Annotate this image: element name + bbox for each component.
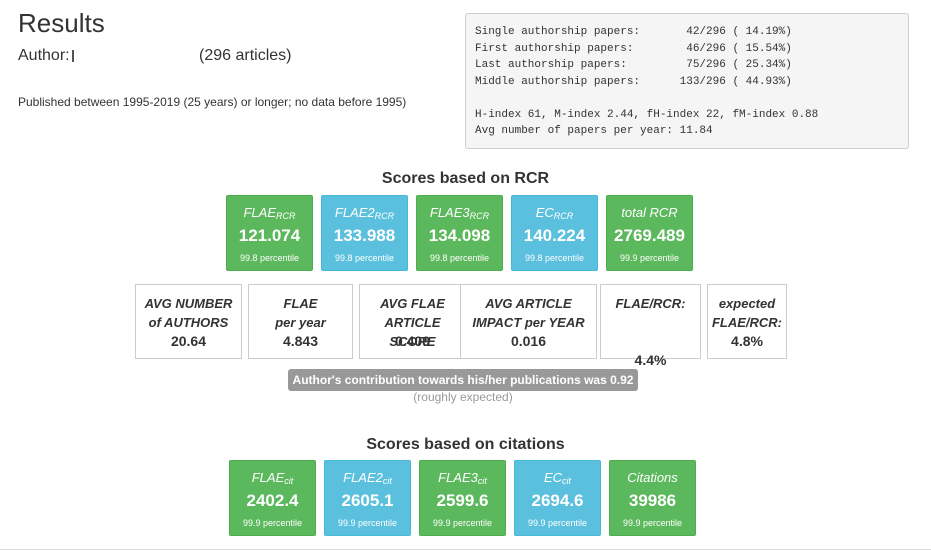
score-card-label: FLAE3RCR	[429, 205, 490, 221]
stat-line: Avg number of papers per year: 11.84	[475, 125, 713, 137]
score-card-label: ECRCR	[535, 205, 574, 221]
stat-line: H-index 61, M-index 2.44, fH-index 22, f…	[475, 108, 819, 121]
score-card-percentile: 99.9 percentile	[622, 518, 683, 528]
metric-label: AVG ARTICLE	[485, 296, 572, 311]
score-card-percentile: 99.8 percentile	[239, 253, 300, 263]
metric-box: AVG ARTICLE IMPACT per YEAR 0.016	[460, 284, 597, 359]
score-card-label: FLAE3cit	[438, 470, 487, 486]
metric-box: expected FLAE/RCR: 4.8%	[707, 284, 787, 359]
score-card-label: FLAE2cit	[343, 470, 392, 486]
score-card-label: FLAE2RCR	[334, 205, 395, 221]
metric-label: ARTICLE SCORE	[384, 315, 441, 349]
page-title: Results	[18, 8, 105, 38]
score-card-percentile: 99.9 percentile	[242, 518, 303, 528]
score-card-label: FLAERCR	[243, 205, 296, 221]
contribution-note: (roughly expected)	[413, 390, 513, 404]
rcr-section-title: Scores based on RCR	[381, 170, 550, 187]
score-card: Citations 39986 99.9 percentile	[609, 460, 696, 536]
metric-value: 0.409	[394, 333, 431, 349]
score-card: FLAE2cit 2605.1 99.9 percentile	[324, 460, 411, 536]
metric-label: FLAE	[283, 296, 318, 311]
score-card-value: 121.074	[238, 226, 301, 245]
score-card-percentile: 99.9 percentile	[432, 518, 493, 528]
score-card-value: 2769.489	[614, 226, 685, 245]
citations-section-title: Scores based on citations	[366, 436, 565, 453]
score-card: FLAE3RCR 134.098 99.8 percentile	[416, 195, 503, 271]
score-card: FLAERCR 121.074 99.8 percentile	[226, 195, 313, 271]
score-card-value: 2605.1	[341, 491, 394, 510]
metric-box: AVG FLAE ARTICLE SCORE 0.409	[359, 284, 466, 359]
metric-value: 0.016	[510, 333, 547, 349]
score-card: FLAEcit 2402.4 99.9 percentile	[229, 460, 316, 536]
stat-line: Last authorship papers: 75/296 ( 25.34%)	[475, 59, 792, 71]
metric-label: expected	[718, 296, 776, 311]
metric-box: FLAE/RCR: 4.4%	[600, 284, 701, 368]
stat-line: Single authorship papers: 42/296 ( 14.19…	[475, 26, 792, 38]
score-card-percentile: 99.9 percentile	[619, 253, 680, 263]
author-name-redacted	[72, 50, 74, 62]
divider	[0, 549, 931, 550]
authorship-stats-box: Single authorship papers: 42/296 ( 14.19…	[465, 13, 909, 149]
metric-value: 4.4%	[634, 352, 667, 368]
score-card: FLAE2RCR 133.988 99.8 percentile	[321, 195, 408, 271]
metric-box: FLAE per year 4.843	[248, 284, 353, 359]
metric-value: 4.8%	[731, 333, 763, 349]
rcr-score-cards: FLAERCR 121.074 99.8 percentile FLAE2RCR 133…	[226, 195, 693, 271]
stat-line: First authorship papers: 46/296 ( 15.54%…	[475, 42, 792, 55]
published-range: Published between 1995-2019 (25 years) o…	[18, 95, 407, 109]
metric-label: IMPACT per YEAR	[472, 315, 585, 330]
metric-label: AVG NUMBER	[144, 296, 233, 311]
score-card-value: 39986	[628, 491, 677, 510]
score-card: FLAE3cit 2599.6 99.9 percentile	[419, 460, 506, 536]
score-card: ECcit 2694.6 99.9 percentile	[514, 460, 601, 536]
metric-label: of AUTHORS	[148, 315, 229, 330]
score-card-label: ECcit	[543, 470, 572, 486]
score-card-percentile: 99.9 percentile	[527, 518, 588, 528]
metric-label: per year	[275, 315, 326, 330]
author-label: Author:	[18, 47, 70, 64]
metric-label: FLAE/RCR:	[711, 315, 783, 330]
score-card-percentile: 99.8 percentile	[524, 253, 585, 263]
score-card: ECRCR 140.224 99.8 percentile	[511, 195, 598, 271]
score-card-label: total RCR	[621, 205, 678, 220]
score-card-value: 2694.6	[531, 491, 584, 510]
citation-score-cards: FLAEcit 2402.4 99.9 percentile FLAE2cit 2605…	[229, 460, 696, 536]
score-card-value: 140.224	[523, 226, 586, 245]
metric-label: AVG FLAE	[380, 296, 445, 311]
score-card-value: 133.988	[333, 226, 396, 245]
article-count: (296 articles)	[199, 47, 292, 64]
metric-box: AVG NUMBER of AUTHORS 20.64	[135, 284, 242, 359]
metric-value: 20.64	[170, 333, 207, 349]
score-card-value: 2402.4	[246, 491, 299, 510]
metric-label: FLAE/RCR:	[615, 296, 686, 311]
metric-value: 4.843	[282, 333, 319, 349]
stat-spacer	[475, 90, 899, 107]
score-card-value: 2599.6	[436, 491, 489, 510]
score-card-value: 134.098	[428, 226, 491, 245]
metric-label	[601, 313, 700, 332]
stat-line: Middle authorship papers: 133/296 ( 44.9…	[475, 75, 792, 88]
score-card-label: FLAEcit	[251, 470, 294, 486]
contribution-badge: Author's contribution towards his/her pu…	[288, 369, 638, 391]
score-card: total RCR 2769.489 99.9 percentile	[606, 195, 693, 271]
score-card-label: Citations	[627, 470, 678, 485]
score-card-percentile: 99.8 percentile	[334, 253, 395, 263]
score-card-percentile: 99.8 percentile	[429, 253, 490, 263]
score-card-percentile: 99.9 percentile	[337, 518, 398, 528]
